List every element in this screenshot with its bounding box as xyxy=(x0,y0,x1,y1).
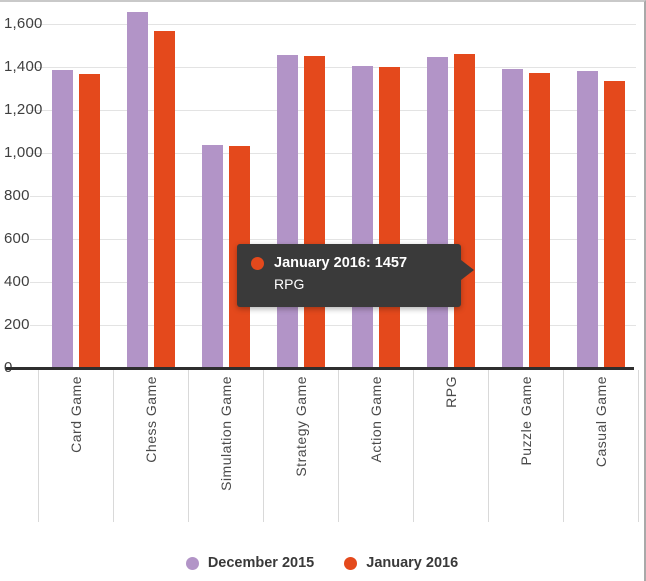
bar-group-casual-game xyxy=(563,2,638,368)
x-axis-label-text: Chess Game xyxy=(142,376,159,463)
y-axis-tick-label: 1,000 xyxy=(4,143,43,161)
bar-december-2015-strategy-game[interactable] xyxy=(276,55,298,368)
x-axis-label-chess-game: Chess Game xyxy=(113,376,188,528)
bar-group-card-game xyxy=(38,2,113,368)
gridline xyxy=(30,66,636,68)
bar-january-2016-strategy-game[interactable] xyxy=(303,56,325,368)
x-axis-label-text: Card Game xyxy=(67,376,84,453)
x-axis-separator xyxy=(338,370,339,522)
bar-january-2016-casual-game[interactable] xyxy=(603,81,625,368)
x-axis-label-card-game: Card Game xyxy=(38,376,113,528)
gridline xyxy=(30,195,636,197)
legend-item-january-2016[interactable]: January 2016 xyxy=(344,555,458,571)
bar-december-2015-action-game[interactable] xyxy=(351,66,373,368)
y-axis-tick-label: 600 xyxy=(4,229,30,247)
x-axis-label-strategy-game: Strategy Game xyxy=(263,376,338,528)
x-axis-line xyxy=(6,367,634,370)
tooltip-category: RPG xyxy=(274,276,305,292)
legend-swatch-january-2016 xyxy=(344,556,358,570)
bar-december-2015-chess-game[interactable] xyxy=(126,12,148,368)
bar-group-rpg xyxy=(413,2,488,368)
gridline xyxy=(30,152,636,154)
bar-december-2015-simulation-game[interactable] xyxy=(201,145,223,368)
gridline xyxy=(30,109,636,111)
tooltip-text: January 2016: 1457 RPG xyxy=(274,254,407,295)
y-axis-tick-label: 800 xyxy=(4,186,30,204)
tooltip-series-dot xyxy=(251,257,264,270)
x-axis-separator xyxy=(638,370,639,522)
bar-january-2016-action-game[interactable] xyxy=(378,67,400,368)
x-axis-label-text: Casual Game xyxy=(592,376,609,468)
bar-group-strategy-game xyxy=(263,2,338,368)
bar-group-simulation-game xyxy=(188,2,263,368)
x-axis-separator xyxy=(488,370,489,522)
tooltip-value: January 2016: 1457 xyxy=(274,255,408,271)
x-axis-label-simulation-game: Simulation Game xyxy=(188,376,263,528)
legend-label: December 2015 xyxy=(207,555,315,571)
tooltip-arrow xyxy=(461,260,474,280)
x-axis-separator xyxy=(38,370,39,522)
legend-item-december-2015[interactable]: December 2015 xyxy=(185,555,315,571)
legend-swatch-december-2015 xyxy=(185,556,199,570)
legend: December 2015 January 2016 xyxy=(0,555,644,571)
y-axis-tick-label: 400 xyxy=(4,272,30,290)
x-axis-label-puzzle-game: Puzzle Game xyxy=(488,376,563,528)
bar-december-2015-casual-game[interactable] xyxy=(576,71,598,368)
x-axis-label-text: Action Game xyxy=(367,376,384,463)
legend-label: January 2016 xyxy=(366,555,459,571)
bar-january-2016-rpg[interactable] xyxy=(453,54,475,368)
y-axis-tick-label: 1,400 xyxy=(4,57,43,75)
bar-december-2015-card-game[interactable] xyxy=(51,70,73,368)
plot-area xyxy=(38,2,638,368)
bar-group-action-game xyxy=(338,2,413,368)
bar-december-2015-puzzle-game[interactable] xyxy=(501,69,523,368)
y-axis-tick-label: 200 xyxy=(4,315,30,333)
bar-january-2016-chess-game[interactable] xyxy=(153,31,175,368)
x-axis-separator xyxy=(563,370,564,522)
bar-group-chess-game xyxy=(113,2,188,368)
bar-december-2015-rpg[interactable] xyxy=(426,57,448,368)
x-axis-separator xyxy=(113,370,114,522)
gridline xyxy=(30,23,636,25)
x-axis-label-text: Puzzle Game xyxy=(517,376,534,466)
x-axis-label-action-game: Action Game xyxy=(338,376,413,528)
x-axis-label-text: Strategy Game xyxy=(292,376,309,477)
x-axis-label-text: RPG xyxy=(442,376,459,408)
y-axis-tick-label: 1,200 xyxy=(4,100,43,118)
x-axis-label-text: Simulation Game xyxy=(217,376,234,491)
x-axis-separator xyxy=(263,370,264,522)
x-axis-separator xyxy=(188,370,189,522)
y-axis-tick-label: 1,600 xyxy=(4,14,43,32)
x-axis-label-casual-game: Casual Game xyxy=(563,376,638,528)
bar-january-2016-card-game[interactable] xyxy=(78,74,100,368)
bar-january-2016-puzzle-game[interactable] xyxy=(528,73,550,368)
tooltip: January 2016: 1457 RPG xyxy=(237,244,474,307)
gridline xyxy=(30,324,636,326)
bar-group-puzzle-game xyxy=(488,2,563,368)
x-axis-labels: Card Game Chess Game Simulation Game Strate… xyxy=(38,376,638,528)
x-axis-label-rpg: RPG xyxy=(413,376,488,528)
gridline xyxy=(30,238,636,240)
x-axis-separator xyxy=(413,370,414,522)
